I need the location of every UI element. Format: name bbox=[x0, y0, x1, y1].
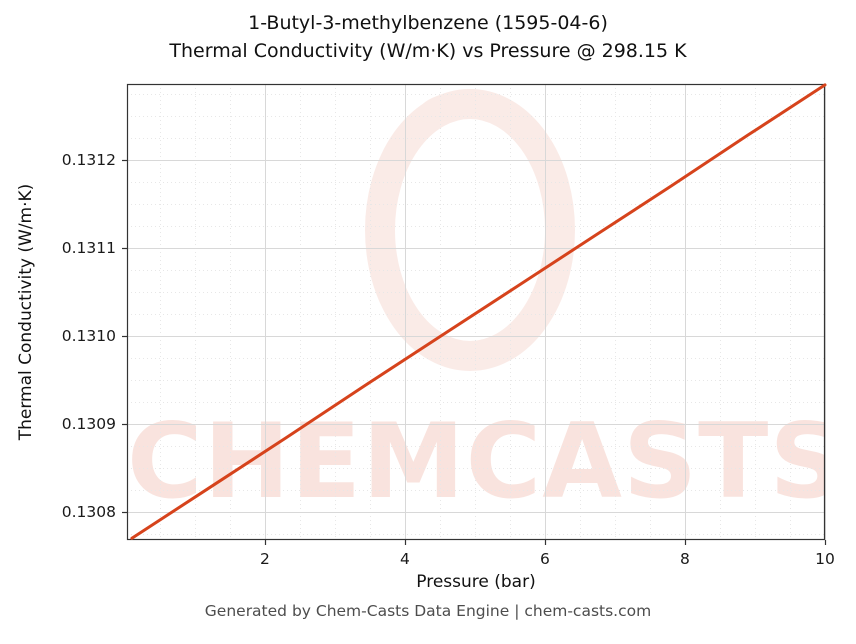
chart-title-line2: Thermal Conductivity (W/m·K) vs Pressure… bbox=[169, 40, 687, 62]
y-tick-label: 0.1312 bbox=[61, 150, 116, 169]
x-tick-label: 4 bbox=[400, 550, 410, 568]
x-tick-label: 8 bbox=[680, 550, 690, 568]
y-tick-label: 0.1310 bbox=[61, 326, 116, 345]
data-line bbox=[130, 83, 827, 540]
axes-box bbox=[126, 83, 826, 541]
x-tick-label: 2 bbox=[259, 550, 270, 568]
y-axis-label: Thermal Conductivity (W/m·K) bbox=[16, 183, 36, 441]
chart-title-line1: 1-Butyl-3-methylbenzene (1595-04-6) bbox=[248, 12, 608, 34]
x-tick-label: 6 bbox=[540, 550, 550, 568]
footer-caption: Generated by Chem-Casts Data Engine | ch… bbox=[204, 602, 652, 620]
plot-area: CHEMCASTS bbox=[122, 83, 827, 545]
y-tick-label: 0.1308 bbox=[61, 502, 116, 521]
watermark-logo-ring-icon bbox=[365, 89, 575, 371]
chart-canvas bbox=[122, 83, 827, 545]
y-tick-label: 0.1309 bbox=[61, 414, 116, 433]
y-tick-label: 0.1311 bbox=[61, 238, 116, 257]
x-axis-label: Pressure (bar) bbox=[416, 572, 536, 592]
x-tick-label: 10 bbox=[815, 550, 835, 568]
